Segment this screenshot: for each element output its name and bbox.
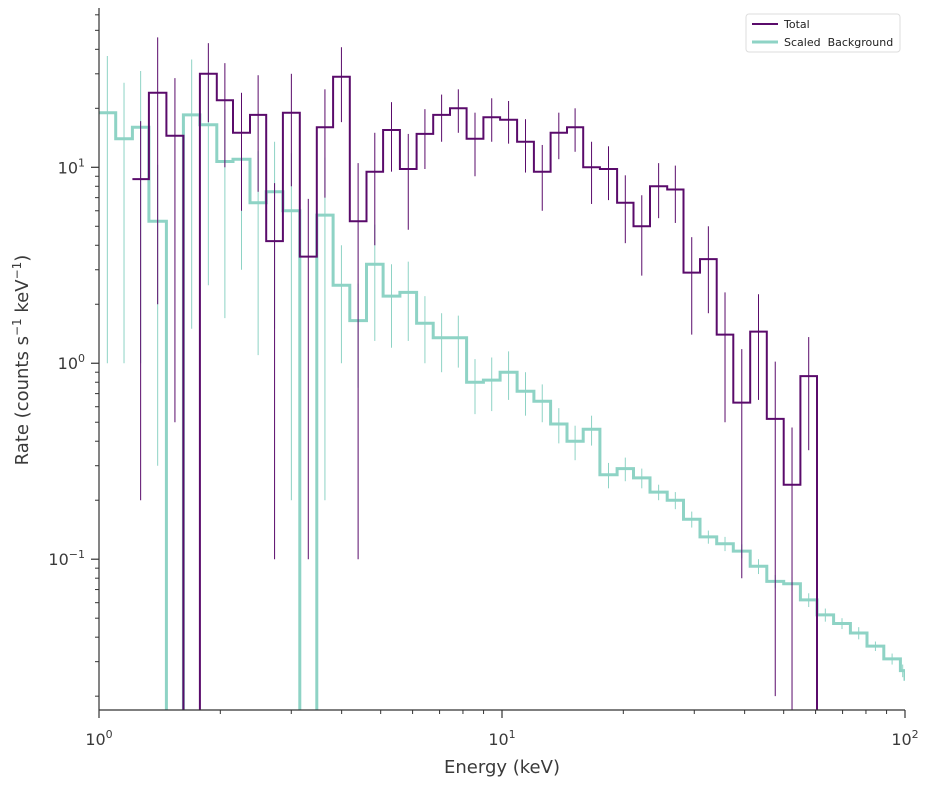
step-line-background [99,111,905,710]
legend-label-total: Total [783,18,810,31]
x-tick-label: 101 [488,728,515,749]
x-tick-label: 100 [85,728,112,749]
plot-clip-group [99,37,905,710]
plot-area [99,37,905,710]
series-total [132,37,818,710]
axes: 100 101 102 10−1 100 101 [48,8,919,749]
y-axis-label: Rate (counts s−1 keV−1) [10,255,33,466]
x-axis-label: Energy (keV) [444,757,560,778]
x-tick-label: 102 [891,728,918,749]
y-tick-label: 101 [58,156,85,177]
legend-label-background: Scaled Background [784,36,893,49]
legend-frame [745,13,901,53]
y-tick-label: 100 [58,352,85,373]
step-line-total [132,72,818,710]
legend: Total Scaled Background [745,13,901,53]
series-background [99,55,905,710]
y-tick-label: 10−1 [48,548,85,569]
